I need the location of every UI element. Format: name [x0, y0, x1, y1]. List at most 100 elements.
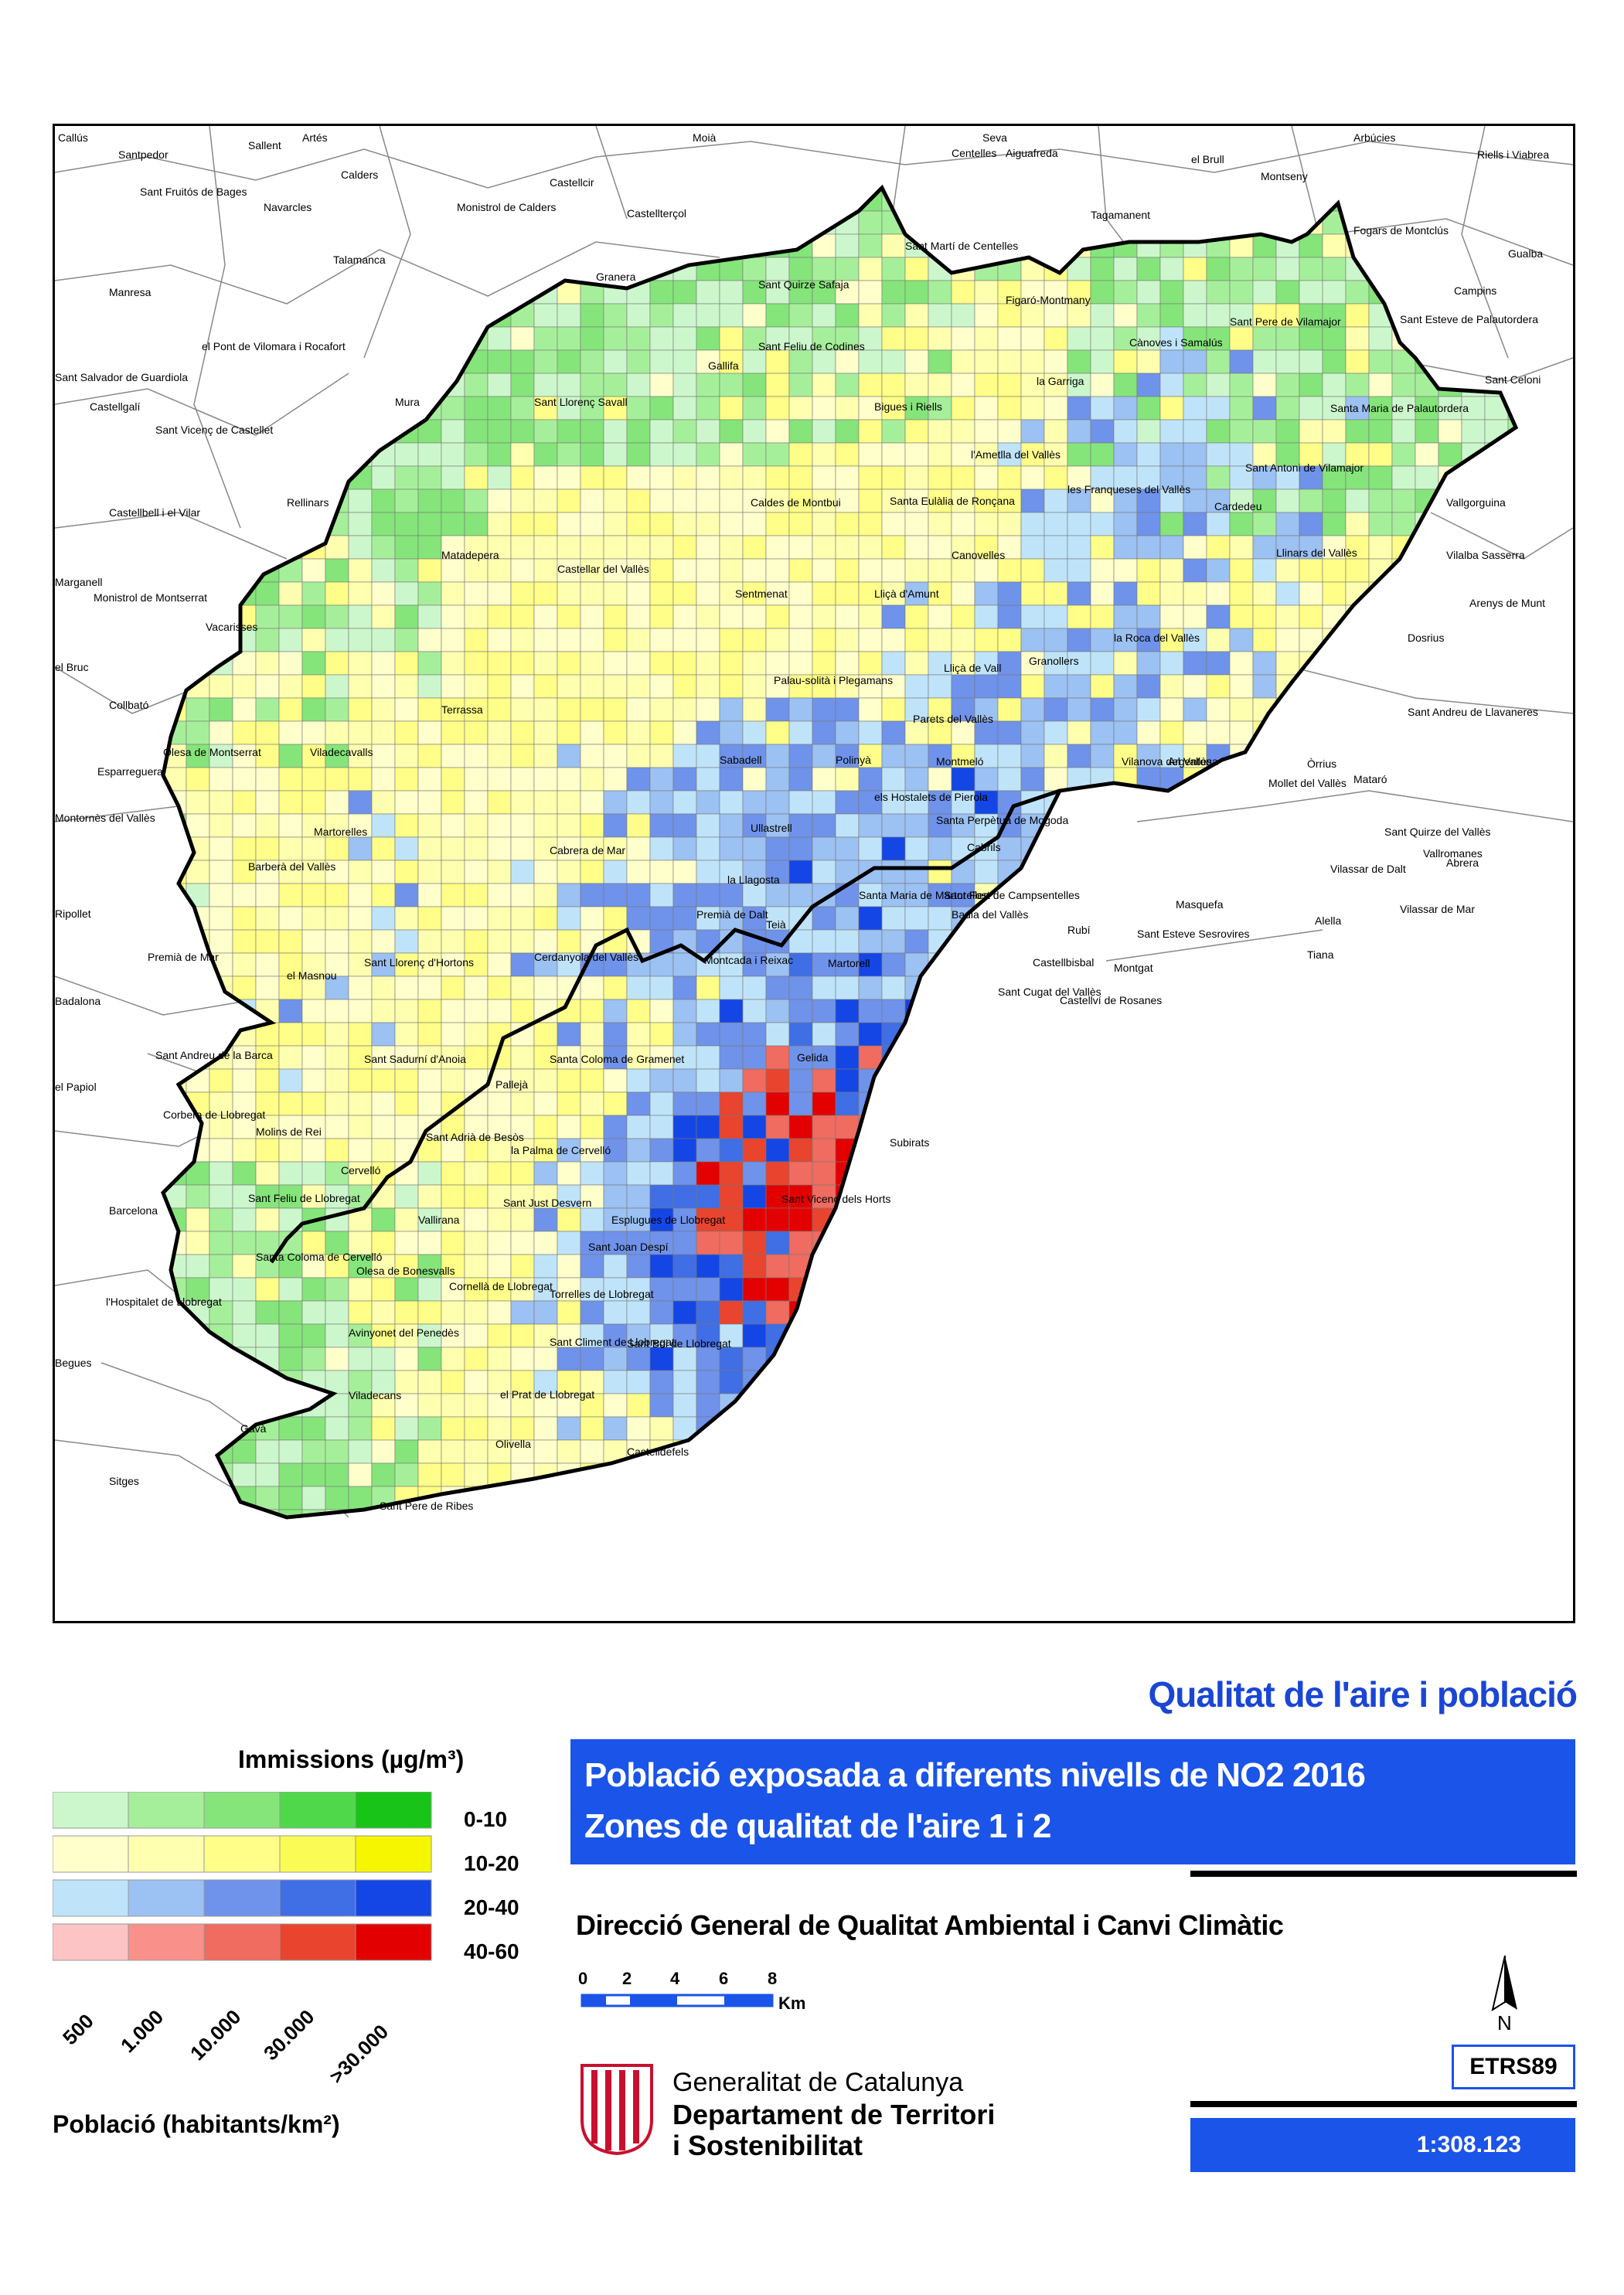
- place-label: Santa Eulàlia de Ronçana: [890, 495, 1015, 507]
- place-label: Corbera de Llobregat: [163, 1108, 265, 1121]
- title-line-2: Zones de qualitat de l'aire 1 i 2: [584, 1807, 1051, 1845]
- place-label: Matadepera: [441, 549, 499, 561]
- place-label: la Palma de Cervelló: [511, 1144, 611, 1156]
- scale-tick: 6: [719, 1969, 728, 1988]
- place-label: Seva: [982, 131, 1007, 144]
- place-label: Artés: [302, 131, 328, 144]
- place-label: Sant Quirze del Vallès: [1384, 826, 1490, 838]
- place-label: Sant Climent de Llobregat: [550, 1336, 675, 1348]
- place-label: Cervelló: [341, 1164, 381, 1176]
- place-label: Vilassar de Mar: [1400, 903, 1475, 915]
- place-label: Callús: [58, 131, 88, 144]
- legend-swatch: [355, 1923, 432, 1961]
- scale-tick: 0: [578, 1969, 587, 1988]
- place-label: Figaró-Montmany: [1006, 294, 1091, 306]
- place-label: Polinyà: [836, 754, 871, 766]
- place-label: Sant Martí de Centelles: [905, 240, 1018, 252]
- place-label: Olesa de Bonesvalls: [356, 1265, 455, 1277]
- place-label: Sant Pere de Ribes: [380, 1500, 473, 1512]
- place-label: el Masnou: [287, 969, 337, 982]
- place-label: Calders: [341, 169, 378, 181]
- place-label: Navarcles: [264, 201, 312, 213]
- place-label: Rellinars: [287, 496, 329, 509]
- place-label: Campins: [1454, 284, 1496, 297]
- place-label: la Llagosta: [727, 873, 780, 886]
- zone-divider: [269, 788, 1061, 1264]
- place-label: Gallifa: [708, 359, 739, 372]
- place-label: Aiguafreda: [1006, 147, 1058, 159]
- place-label: Sant Fost de Campsentelles: [944, 889, 1080, 901]
- place-label: Lliçà d'Amunt: [874, 587, 939, 600]
- place-label: Sant Andreu de la Barca: [155, 1049, 273, 1061]
- legend-swatch: [203, 1792, 281, 1829]
- place-label: el Papiol: [55, 1081, 97, 1093]
- zone-outline: [161, 184, 1519, 1520]
- population-tick: >30.000: [325, 2020, 393, 2089]
- place-label: Sant Sadurní d'Anoia: [364, 1053, 466, 1065]
- place-label: Cabrils: [967, 841, 1001, 853]
- publisher-department-2: i Sostenibilitat: [672, 2130, 863, 2161]
- place-label: Sant Esteve Sesrovires: [1137, 928, 1250, 940]
- place-label: Subirats: [890, 1136, 929, 1149]
- place-label: Sant Adrià de Besòs: [426, 1131, 524, 1143]
- place-label: Sant Joan Despí: [588, 1241, 669, 1253]
- place-label: Castellterçol: [627, 207, 686, 220]
- place-label: Sentmenat: [735, 587, 788, 600]
- place-label: Vilassar de Dalt: [1330, 863, 1406, 875]
- legend-row-label: 10-20: [464, 1851, 519, 1875]
- legend-swatch: [355, 1879, 432, 1917]
- title-underline: [1190, 1871, 1577, 1877]
- north-arrow-light: [1491, 1955, 1506, 2012]
- place-label: Gavà: [240, 1422, 267, 1435]
- place-label: Premià de Dalt: [696, 908, 768, 921]
- scale-tick: 8: [768, 1969, 777, 1988]
- legend-swatch: [128, 1792, 205, 1829]
- place-label: Esparreguera: [97, 765, 163, 778]
- place-label: Granera: [596, 271, 636, 283]
- place-label: Abrera: [1446, 856, 1479, 869]
- legend-immissions-title: Immissions (µg/m³): [238, 1745, 464, 1774]
- population-tick: 30.000: [259, 2004, 319, 2065]
- legend-swatch: [279, 1792, 356, 1829]
- scale-unit: Km: [778, 1994, 805, 2013]
- place-label: Montornès del Vallès: [55, 812, 155, 824]
- place-label: Cànoves i Samalús: [1129, 336, 1223, 349]
- legend-swatch: [279, 1879, 356, 1917]
- scale-tick: 4: [670, 1969, 680, 1988]
- place-labels: Callús Santpedor Sallent Artés Moià Sant Frui…: [55, 131, 1549, 1512]
- place-label: Vallirana: [418, 1214, 460, 1226]
- legend-swatch: [53, 1792, 129, 1829]
- place-label: Montgat: [1114, 962, 1153, 974]
- place-label: Mura: [395, 396, 420, 408]
- place-label: Sant Cugat del Vallès: [998, 986, 1101, 998]
- place-label: Vallgorguina: [1446, 496, 1506, 509]
- place-label: Sant Andreu de Llavaneres: [1408, 706, 1538, 718]
- legend-swatch: [203, 1879, 281, 1917]
- legend-row-label: 20-40: [464, 1895, 519, 1919]
- place-label: Torrelles de Llobregat: [550, 1288, 654, 1300]
- place-label: Barcelona: [109, 1204, 158, 1217]
- place-label: Talamanca: [333, 254, 386, 266]
- place-label: Tiana: [1307, 948, 1334, 961]
- place-label: el Brull: [1191, 153, 1224, 165]
- place-label: Dosrius: [1408, 632, 1444, 644]
- place-label: Sant Boi de Llobregat: [627, 1337, 731, 1350]
- crs-box: ETRS89: [1452, 2045, 1575, 2089]
- title-line-1: Població exposada a diferents nivells de…: [584, 1756, 1366, 1794]
- place-label: Montseny: [1261, 170, 1308, 182]
- place-label: Pallejà: [495, 1078, 528, 1091]
- place-label: Cardedeu: [1214, 500, 1262, 512]
- place-label: Caldes de Montbui: [751, 496, 841, 509]
- place-label: Santpedor: [118, 148, 169, 161]
- place-label: els Hostalets de Pierola: [874, 791, 988, 803]
- place-label: l'Ametlla del Vallès: [971, 448, 1061, 461]
- place-label: Molins de Rei: [256, 1125, 322, 1138]
- place-label: Moià: [693, 131, 717, 144]
- legend-swatch: [355, 1835, 432, 1873]
- legend-swatch: [128, 1835, 205, 1873]
- place-label: Begues: [55, 1357, 91, 1369]
- place-label: Fogars de Montclús: [1353, 224, 1449, 237]
- place-label: Esplugues de Llobregat: [611, 1214, 725, 1226]
- place-label: Canovelles: [952, 549, 1005, 561]
- place-label: Castellví de Rosanes: [1060, 994, 1162, 1006]
